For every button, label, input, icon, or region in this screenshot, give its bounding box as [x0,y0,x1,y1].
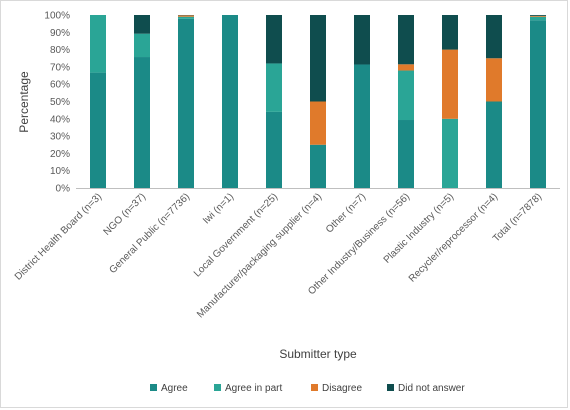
legend-swatch [387,384,394,391]
y-tick-label: 40% [50,114,70,125]
legend-label: Disagree [322,383,362,394]
y-tick-label: 20% [50,149,70,160]
x-tick-label: NGO (n=37) [102,191,148,237]
bar-segment-did-not-answer [134,15,150,34]
bar-segment-did-not-answer [354,15,370,65]
x-tick-label: General Public (n=7736) [107,191,192,276]
y-tick-label: 100% [44,11,70,22]
legend-swatch [214,384,221,391]
bar-segment-agree-in-part [530,16,546,21]
bar-segment-disagree [398,64,414,71]
y-tick-label: 90% [50,28,70,39]
bar-segment-did-not-answer [486,15,502,59]
x-axis-title: Submitter type [279,347,357,361]
x-tick-label: District Health Board (n=3) [13,191,104,282]
bar-segment-agree [530,20,546,188]
bar-segment-agree [310,144,326,188]
y-tick-label: 10% [50,166,70,177]
bar-segment-did-not-answer [398,15,414,65]
x-tick-label: Iwi (n=1) [201,191,236,226]
bar-segment-agree [90,72,106,188]
x-axis-ticks: District Health Board (n=3)NGO (n=37)Gen… [13,191,544,320]
y-tick-label: 50% [50,97,70,108]
bars [90,15,546,188]
bar-segment-did-not-answer [310,15,326,102]
bar-segment-agree-in-part [266,63,282,112]
legend-swatch [311,384,318,391]
legend: Agree Agree in part Disagree Did not answer [150,383,465,394]
bar-segment-disagree [486,58,502,102]
legend-swatch [150,384,157,391]
bar-segment-agree-in-part [178,16,194,19]
bar-segment-agree-in-part [90,15,106,73]
bar-segment-disagree [442,49,458,119]
bar-segment-agree [134,57,150,188]
y-axis-ticks: 0% 10% 20% 30% 40% 50% 60% 70% 80% 90% 100% [44,11,70,195]
bar-segment-agree-in-part [398,70,414,121]
bar-segment-did-not-answer [266,15,282,64]
x-tick-label: Recycler/reprocessor (n=4) [407,191,500,284]
bar-segment-agree [354,64,370,188]
y-tick-label: 60% [50,80,70,91]
y-tick-label: 30% [50,132,70,143]
bar-segment-disagree [178,15,194,17]
bar-segment-agree-in-part [134,33,150,58]
y-tick-label: 0% [56,184,71,195]
x-tick-label: Other (n=7) [324,191,368,235]
legend-label: Agree in part [225,383,282,394]
bar-segment-agree [178,18,194,188]
y-axis-title: Percentage [17,71,31,133]
bar-segment-agree [222,15,238,188]
legend-label: Did not answer [398,383,465,394]
bar-segment-agree [266,111,282,188]
bar-segment-did-not-answer [530,15,546,16]
y-tick-label: 70% [50,62,70,73]
bar-segment-disagree [530,15,546,17]
bar-segment-agree-in-part [442,118,458,188]
legend-label: Agree [161,383,188,394]
bar-segment-agree [398,120,414,188]
bar-segment-did-not-answer [442,15,458,50]
y-tick-label: 80% [50,45,70,56]
x-tick-label: Local Government (n=25) [192,191,280,279]
bar-segment-agree [486,101,502,188]
bar-segment-disagree [310,101,326,145]
